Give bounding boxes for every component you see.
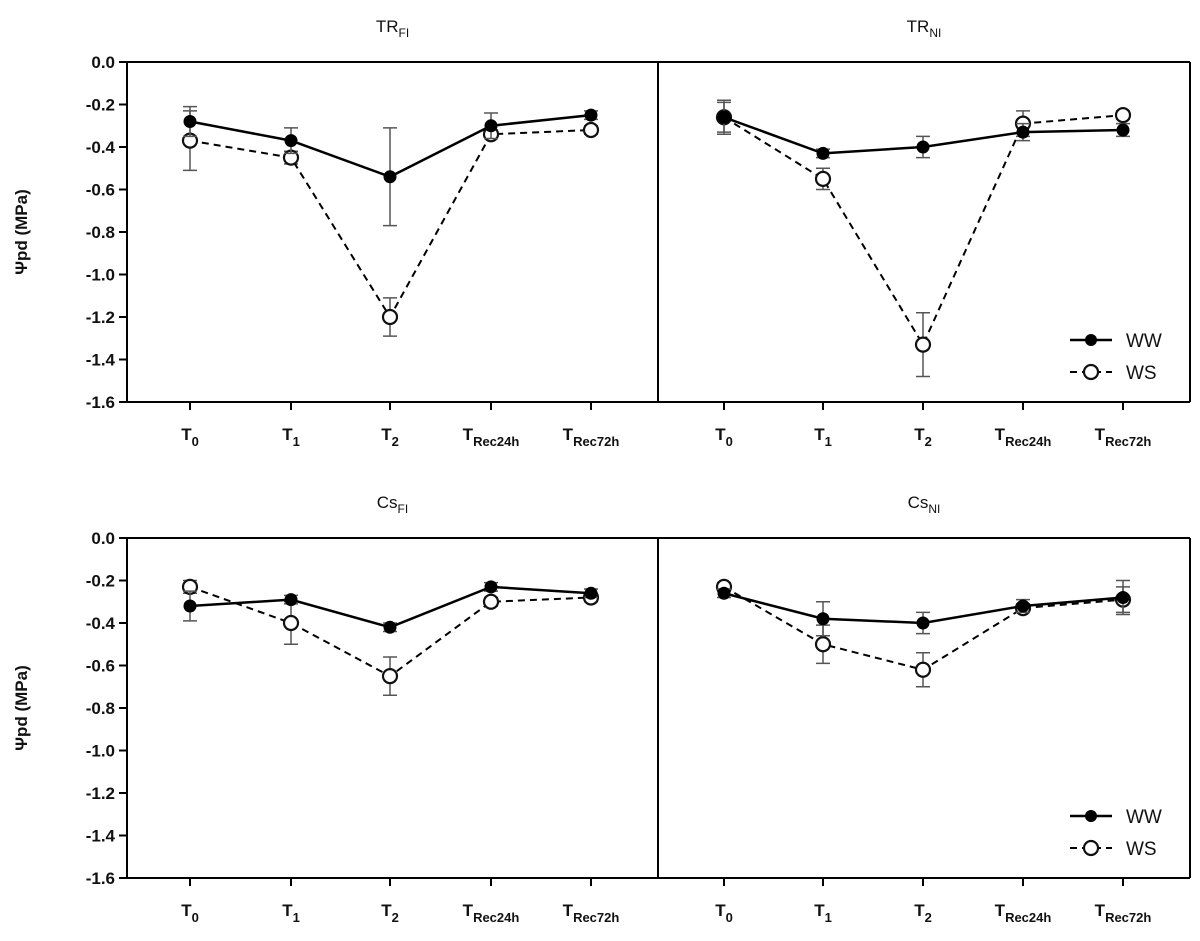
x-tick-label: T2 (914, 425, 932, 449)
x-tick-label: TRec24h (995, 425, 1052, 449)
chart-panel-3: CsFI 0.0 -0.2 -0.4 -0.6 -0.8 -1.0 -1.2 -1.4 -1.6 T… (86, 493, 659, 925)
y-tick-label: -0.2 (86, 96, 115, 115)
legend-label: WS (1126, 363, 1157, 384)
data-point (582, 121, 600, 139)
legend-marker (1085, 334, 1097, 346)
y-tick-label: -0.8 (86, 699, 115, 718)
legend-marker (1082, 839, 1100, 857)
x-tick-label: T1 (282, 425, 300, 449)
x-tick-label: T2 (381, 901, 399, 925)
data-point (284, 134, 298, 148)
data-point (814, 170, 832, 187)
y-tick-label: -1.0 (86, 266, 115, 285)
data-point (816, 612, 830, 626)
data-point (914, 661, 932, 678)
x-tick-label: TRec72h (563, 425, 620, 449)
data-point (916, 140, 930, 154)
y-tick-label: -0.8 (86, 223, 115, 242)
x-tick-label: T0 (715, 901, 733, 925)
y-tick-label: 0.0 (91, 53, 115, 72)
x-tick-label: T1 (814, 901, 832, 925)
data-point (383, 620, 397, 634)
data-point (484, 580, 498, 594)
y-tick-label: 0.0 (91, 529, 115, 548)
x-tick-label: T0 (715, 425, 733, 449)
data-point (183, 599, 197, 613)
legend: WW WS (1070, 807, 1162, 860)
series-ww (717, 579, 1130, 637)
series-ww (183, 580, 598, 634)
x-tick-label: T2 (914, 901, 932, 925)
data-point (1116, 591, 1130, 604)
panel-title: TRFI (376, 17, 409, 40)
x-tick-label: TRec24h (995, 901, 1052, 925)
x-tick-label: T1 (282, 901, 300, 925)
chart-panels: TRFI 0.0 -0.2 -0.4 -0.6 -0.8 -1.0 -1.2 -1.4 -1.6 T… (86, 17, 1191, 925)
series-ws (181, 110, 600, 337)
legend: WW WS (1070, 331, 1162, 384)
legend-marker (1085, 810, 1097, 822)
y-tick-label: -0.4 (86, 614, 116, 633)
y-tick-label: -1.6 (86, 869, 115, 888)
y-tick-label: -1.2 (86, 784, 115, 803)
y-tick-label: -0.6 (86, 657, 115, 676)
data-point (1114, 107, 1132, 124)
data-point (1016, 125, 1030, 139)
data-point (484, 119, 498, 133)
data-point (482, 593, 500, 610)
y-tick-label: -1.6 (86, 393, 115, 412)
y-tick-label: -0.2 (86, 572, 115, 591)
y-axis-title-bottom: Ψpd (MPa) (12, 665, 31, 751)
legend-label: WW (1126, 807, 1162, 828)
y-tick-label: -0.4 (86, 138, 116, 157)
x-tick-label: T0 (181, 425, 199, 449)
data-point (584, 586, 598, 600)
panel-title: CsNI (908, 493, 941, 516)
data-point (816, 146, 830, 160)
legend-marker (1082, 363, 1100, 381)
x-tick-label: TRec72h (1095, 901, 1152, 925)
panel-title: CsFI (377, 493, 408, 516)
chart-panel-1: TRFI 0.0 -0.2 -0.4 -0.6 -0.8 -1.0 -1.2 -1.4 -1.6 T… (86, 17, 659, 449)
x-tick-label: TRec72h (1095, 425, 1152, 449)
chart-panel-2: TRNI T0 T1 T2 TRec24h TRec72h WW WS (657, 17, 1191, 449)
legend-label: WS (1126, 839, 1157, 860)
y-tick-label: -1.2 (86, 308, 115, 327)
data-point (914, 336, 932, 353)
panel-title: TRNI (907, 17, 942, 40)
data-point (916, 616, 930, 630)
data-point (284, 593, 298, 607)
x-tick-label: TRec24h (463, 425, 520, 449)
data-point (183, 115, 197, 128)
x-tick-label: T0 (181, 901, 199, 925)
data-point (717, 110, 731, 124)
y-tick-label: -1.4 (86, 827, 116, 846)
chart-panel-4: CsNI T0 T1 T2 TRec24h TRec72h WW WS (657, 493, 1191, 925)
y-tick-label: -1.4 (86, 351, 116, 370)
data-point (381, 308, 399, 326)
x-tick-label: T1 (814, 425, 832, 449)
data-point (381, 668, 399, 685)
x-tick-label: TRec72h (563, 901, 620, 925)
series-ws (181, 578, 600, 696)
y-tick-label: -1.0 (86, 742, 115, 761)
data-point (717, 586, 731, 600)
legend-label: WW (1126, 331, 1162, 352)
data-point (1016, 599, 1030, 613)
data-point (282, 614, 300, 632)
y-tick-label: -0.6 (86, 181, 115, 200)
data-point (1116, 123, 1130, 137)
series-ww (183, 105, 598, 227)
x-tick-label: TRec24h (463, 901, 520, 925)
data-point (584, 108, 598, 122)
data-point (814, 636, 832, 653)
y-axis-title-top: Ψpd (MPa) (12, 189, 31, 275)
data-point (383, 170, 397, 184)
x-tick-label: T2 (381, 425, 399, 449)
series-ww (717, 101, 1130, 160)
series-line (723, 114, 1124, 347)
